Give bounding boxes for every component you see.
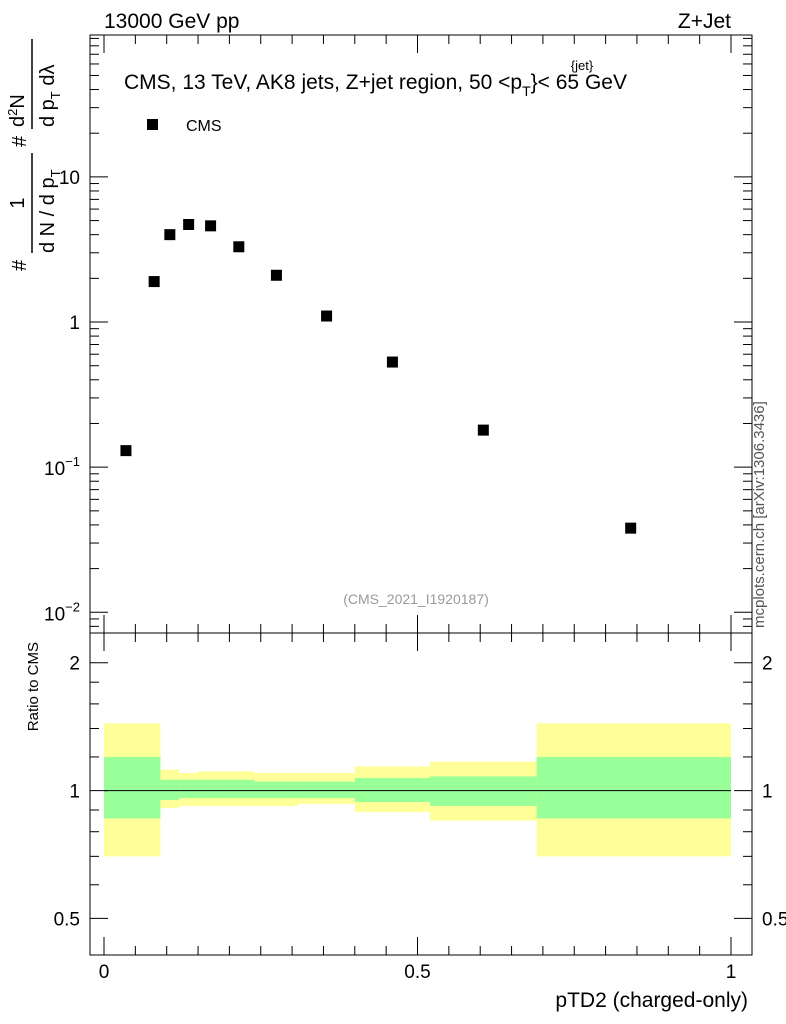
upper-y-tick-label-1: 10−1 (44, 454, 80, 480)
inner-band-6 (298, 781, 355, 799)
x-tick-label-2: 1 (726, 962, 737, 983)
ylabel-hash-1: # (9, 259, 31, 271)
ylabel-denominator-sub: T (48, 169, 63, 177)
upper-y-tick-label-2: 1 (69, 313, 80, 334)
inner-band-0 (104, 756, 161, 819)
plot-title-suffix: }< 65 GeV (531, 71, 627, 94)
plot-title-sup: {jet} (571, 58, 594, 73)
lower-y-tick-label-left-2: 2 (69, 654, 80, 675)
upper-y-tick-label-3: 10 (59, 168, 80, 189)
legend-label: CMS (186, 118, 222, 135)
inner-band-5 (254, 781, 299, 799)
legend-marker (147, 119, 158, 130)
lower-y-tick-label-right-2: 2 (762, 654, 773, 675)
data-point-0 (120, 445, 132, 457)
lower-frame (89, 632, 753, 956)
inner-band-1 (160, 779, 180, 801)
x-axis-label: pTD2 (charged-only) (555, 989, 748, 1012)
upper-y-tick-exp: −1 (65, 454, 80, 469)
ylabel-frac2-den-sub: T (48, 91, 63, 99)
data-point-5 (233, 241, 245, 253)
data-point-8 (386, 356, 398, 368)
ylabel-frac2-num-n: N (7, 94, 29, 108)
ratio-bands (104, 723, 731, 857)
inner-band-2 (179, 779, 199, 799)
inner-band-4 (223, 779, 255, 799)
lower-y-tick-label-right-0: 0.5 (762, 909, 786, 930)
plot-title: CMS, 13 TeV, AK8 jets, Z+jet region, 50 … (124, 71, 627, 99)
data-point-1 (148, 276, 160, 288)
header-right: Z+Jet (678, 10, 731, 33)
x-tick-label-0: 0 (99, 962, 110, 983)
ylabel-denominator-text: d N / d p (37, 177, 59, 253)
upper-data-markers (120, 218, 637, 534)
ylabel-frac2-num-d: d (7, 116, 29, 127)
ylabel-frac2-den-after: dλ (37, 65, 59, 92)
lower-axes: 0.5 0.5 1 1 2 2 (54, 654, 786, 931)
lower-panel: 0.5 0.5 1 1 2 2 (54, 632, 786, 956)
lower-y-tick-label-left-1: 1 (69, 782, 80, 803)
data-point-10 (625, 522, 637, 534)
ylabel-denominator: d N / d pT (37, 169, 63, 253)
inner-band-7 (354, 778, 431, 802)
upper-y-tick-base: 10 (44, 459, 65, 480)
inner-band-3 (198, 779, 224, 799)
inner-band-9 (536, 756, 731, 819)
lower-y-tick-label-right-1: 1 (762, 782, 773, 803)
lower-y-tick-label-left-0: 0.5 (54, 909, 80, 930)
y-axis-label-lower: Ratio to CMS (25, 642, 42, 731)
upper-y-tick-exp: −2 (65, 599, 80, 614)
ylabel-hash-2: # (9, 135, 31, 147)
inner-band-8 (430, 776, 537, 806)
data-point-6 (270, 269, 282, 281)
upper-y-tick-label-0: 10−2 (44, 599, 80, 625)
plot-title-prefix: CMS, 13 TeV, AK8 jets, Z+jet region, 50 … (124, 71, 522, 94)
ylabel-frac2-den: d pT dλ (37, 65, 63, 127)
analysis-watermark: (CMS_2021_I1920187) (343, 591, 489, 607)
data-point-4 (205, 220, 217, 232)
plot-title-sub: T (522, 83, 531, 99)
data-point-9 (477, 424, 489, 436)
y-axis-label-upper: # 1 d N / d pT # d2N d pT dλ (5, 39, 63, 271)
ylabel-one: 1 (7, 197, 29, 208)
x-tick-label-1: 0.5 (404, 962, 430, 983)
ylabel-frac2-num-sup: 2 (5, 109, 20, 116)
side-label: mcplots.cern.ch [arXiv:1306.3436] (751, 401, 768, 628)
x-axis: 0 0.5 1 (99, 35, 737, 983)
header-left: 13000 GeV pp (104, 10, 239, 33)
ylabel-frac2-den-text: d p (37, 99, 59, 127)
data-point-3 (183, 218, 195, 230)
data-point-2 (164, 229, 176, 241)
upper-y-tick-base: 10 (44, 604, 65, 625)
data-point-7 (321, 310, 333, 322)
ylabel-frac2-num: d2N (5, 94, 29, 127)
